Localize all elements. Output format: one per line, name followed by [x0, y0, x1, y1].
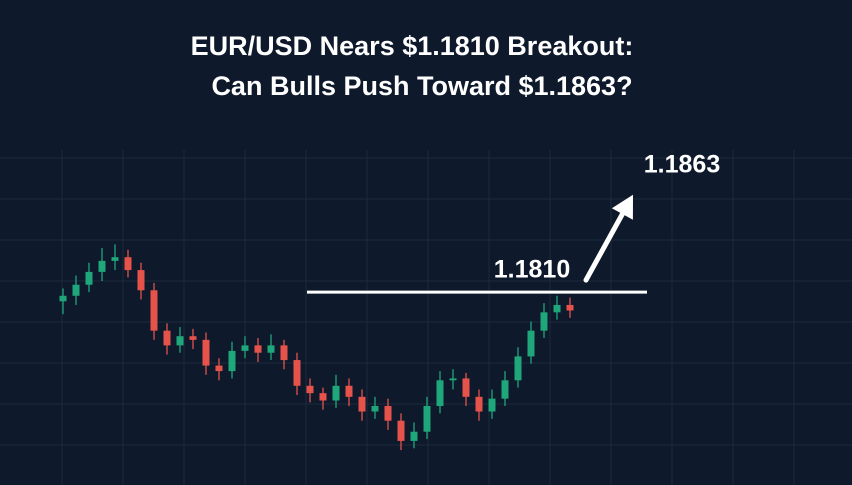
candle-body	[345, 385, 353, 397]
target-arrow-head	[611, 194, 633, 220]
candle-body	[150, 290, 158, 331]
candle-body	[189, 336, 197, 340]
candle-body	[540, 312, 548, 331]
candle-body	[332, 385, 340, 401]
candle-body	[527, 330, 535, 357]
candle-body	[384, 406, 392, 421]
candle-body	[176, 336, 184, 346]
candle-body	[241, 345, 249, 351]
candle-body	[202, 339, 210, 366]
candle-body	[553, 304, 561, 313]
candle-body	[72, 284, 80, 296]
candle-body	[98, 260, 106, 272]
candle-body	[293, 360, 301, 386]
candle-body	[137, 270, 145, 291]
target-label: 1.1863	[644, 150, 720, 178]
candle-body	[462, 378, 470, 397]
candle-body	[215, 365, 223, 372]
candle-body	[514, 356, 522, 381]
candle-body	[423, 406, 431, 432]
chart-title: Can Bulls Push Toward $1.1863?	[211, 71, 632, 101]
candle-body	[475, 396, 483, 412]
candle-body	[397, 420, 405, 441]
candle-body	[566, 304, 574, 311]
candle-body	[254, 345, 262, 353]
candle-body	[371, 406, 379, 412]
candle-body	[228, 350, 236, 372]
candle-body	[111, 257, 119, 261]
candle-body	[449, 378, 457, 381]
candle-body	[319, 393, 327, 401]
candle-body	[267, 345, 275, 353]
candle-body	[85, 271, 93, 285]
candle-body	[488, 398, 496, 412]
candle-body	[124, 257, 132, 271]
grid	[0, 150, 852, 485]
resistance-label: 1.1810	[494, 256, 570, 284]
candle-body	[358, 396, 366, 412]
chart-title: EUR/USD Nears $1.1810 Breakout:	[191, 31, 634, 61]
target-arrow-shaft	[583, 211, 625, 283]
candle-body	[306, 385, 314, 394]
candle-body	[280, 345, 288, 361]
candle-body	[410, 431, 418, 441]
candle-body	[163, 330, 171, 346]
candle-body	[501, 380, 509, 399]
candle-body	[436, 380, 444, 407]
candle-body	[59, 295, 67, 302]
